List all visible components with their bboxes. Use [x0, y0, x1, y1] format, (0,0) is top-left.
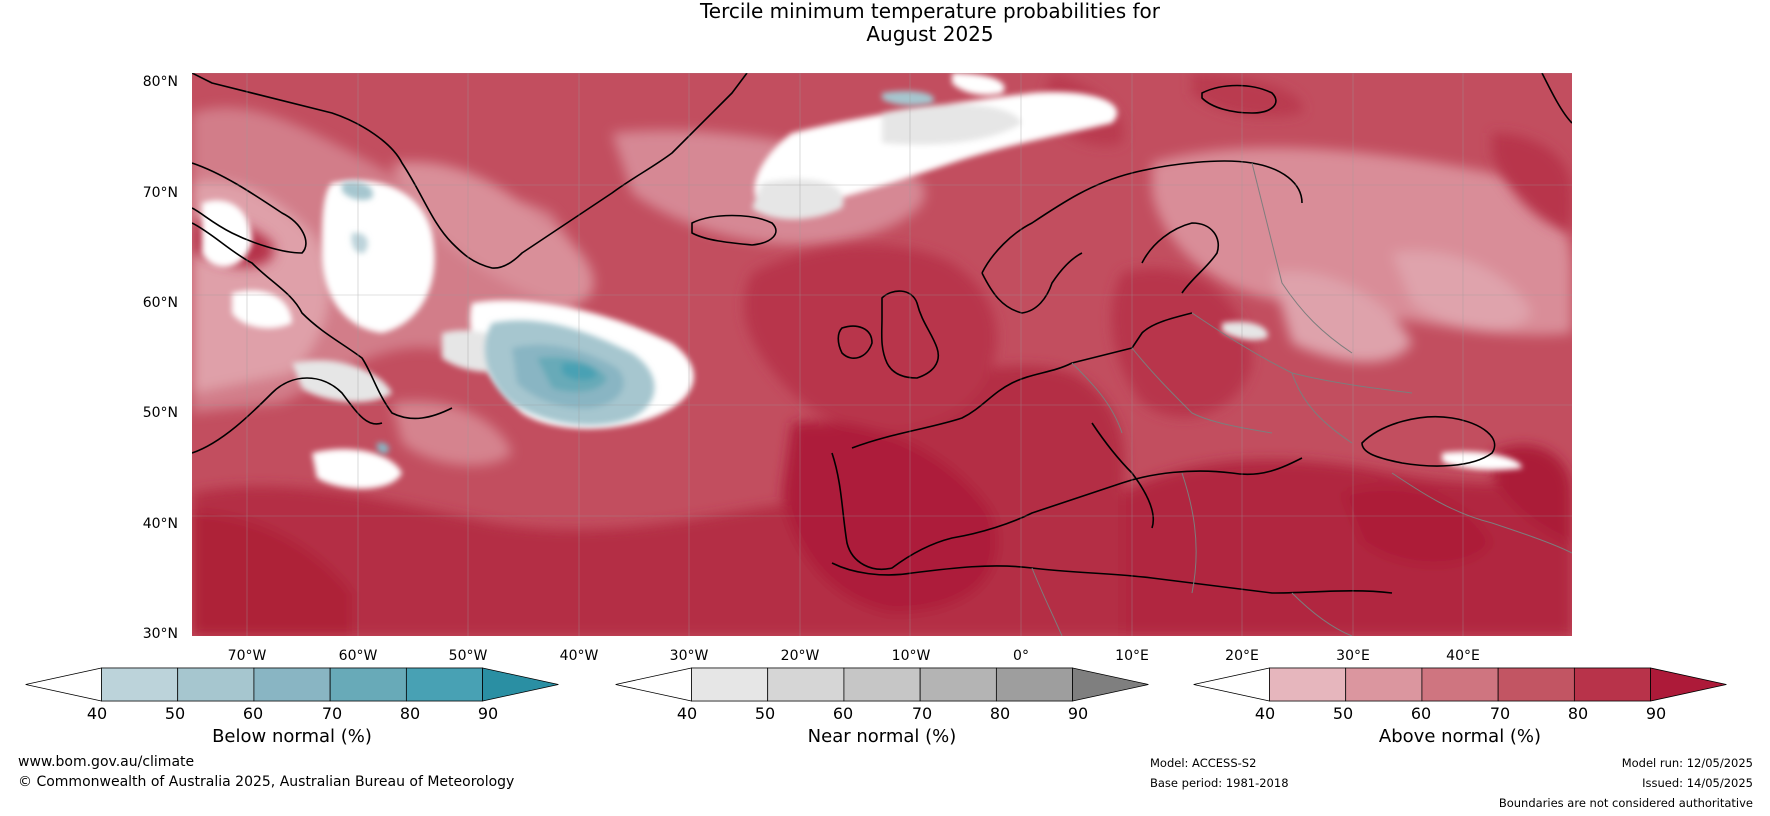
colorbar-near-tick-90: 90: [1067, 704, 1089, 723]
map-canvas: [192, 73, 1572, 636]
colorbar-above-tick-50: 50: [1332, 704, 1354, 723]
colorbar-above-tick-90: 90: [1645, 704, 1667, 723]
colorbar-extend-high: [1072, 667, 1149, 702]
lon-label-10w: 10°W: [891, 648, 931, 664]
footer-base-period: Base period: 1981-2018: [1150, 776, 1289, 790]
footer-model: Model: ACCESS-S2: [1150, 756, 1257, 770]
colorbar-segment-80: [405, 667, 483, 702]
lon-label-60w: 60°W: [338, 648, 378, 664]
colorbar-below-tick-60: 60: [242, 704, 264, 723]
colorbar-segment-40: [101, 667, 179, 702]
colorbar-near-tick-80: 80: [989, 704, 1011, 723]
colorbar-below-tick-50: 50: [164, 704, 186, 723]
colorbar-segment-80: [995, 667, 1073, 702]
footer-issued: Issued: 14/05/2025: [1642, 776, 1753, 790]
colorbar-near-tick-40: 40: [676, 704, 698, 723]
colorbar-above-normal-scale: [1193, 667, 1727, 702]
colorbar-segment-80: [1573, 667, 1651, 702]
chart-title: Tercile minimum temperature probabilitie…: [0, 0, 1770, 46]
colorbar-below-tick-40: 40: [86, 704, 108, 723]
colorbar-near-normal-scale: [615, 667, 1149, 702]
colorbar-extend-low: [1193, 667, 1270, 702]
lat-label-40n: 40°N: [142, 516, 178, 532]
lat-label-60n: 60°N: [142, 295, 178, 311]
probability-map: [192, 73, 1572, 636]
colorbar-extend-high: [1650, 667, 1727, 702]
colorbar-near-tick-70: 70: [911, 704, 933, 723]
chart-title-line2: August 2025: [866, 22, 994, 46]
lon-label-30w: 30°W: [669, 648, 709, 664]
lon-label-10e: 10°E: [1115, 648, 1149, 664]
colorbar-above-tick-80: 80: [1567, 704, 1589, 723]
colorbar-below-normal-scale: [25, 667, 559, 702]
footer-copyright: © Commonwealth of Australia 2025, Austra…: [18, 774, 515, 790]
lon-label-40e: 40°E: [1446, 648, 1480, 664]
lon-label-0: 0°: [1013, 648, 1029, 664]
footer-model-run: Model run: 12/05/2025: [1621, 756, 1753, 770]
colorbar-below-tick-90: 90: [477, 704, 499, 723]
colorbar-segment-50: [177, 667, 255, 702]
colorbar-extend-high: [482, 667, 559, 702]
colorbar-below-title: Below normal (%): [212, 726, 372, 747]
lon-label-70w: 70°W: [227, 648, 267, 664]
colorbar-segment-60: [843, 667, 921, 702]
lon-label-20w: 20°W: [780, 648, 820, 664]
colorbar-segment-50: [767, 667, 845, 702]
lon-label-50w: 50°W: [448, 648, 488, 664]
lat-label-50n: 50°N: [142, 405, 178, 421]
colorbar-segment-40: [691, 667, 769, 702]
colorbar-segment-50: [1345, 667, 1423, 702]
chart-title-line1: Tercile minimum temperature probabilitie…: [699, 0, 1161, 23]
colorbar-below-tick-70: 70: [321, 704, 343, 723]
colorbar-above-tick-40: 40: [1254, 704, 1276, 723]
colorbar-segment-70: [329, 667, 407, 702]
colorbar-segment-60: [253, 667, 331, 702]
country-borders: [1031, 162, 1572, 636]
colorbar-below-tick-80: 80: [399, 704, 421, 723]
lat-label-30n: 30°N: [142, 626, 178, 642]
graticule: [192, 73, 1572, 636]
lon-label-20e: 20°E: [1225, 648, 1259, 664]
colorbar-extend-low: [615, 667, 692, 702]
colorbar-segment-60: [1421, 667, 1499, 702]
footer-website: www.bom.gov.au/climate: [18, 754, 195, 770]
colorbar-above-tick-60: 60: [1410, 704, 1432, 723]
colorbar-above-title: Above normal (%): [1378, 726, 1542, 747]
colorbar-segment-70: [1497, 667, 1575, 702]
lat-label-80n: 80°N: [142, 74, 178, 90]
colorbar-segment-70: [919, 667, 997, 702]
footer-disclaimer: Boundaries are not considered authoritat…: [1498, 796, 1753, 810]
lon-label-40w: 40°W: [559, 648, 599, 664]
colorbar-above-tick-70: 70: [1489, 704, 1511, 723]
colorbar-extend-low: [25, 667, 102, 702]
lon-label-30e: 30°E: [1336, 648, 1370, 664]
lat-label-70n: 70°N: [142, 185, 178, 201]
colorbar-near-tick-60: 60: [832, 704, 854, 723]
colorbar-near-title: Near normal (%): [807, 726, 957, 747]
colorbar-near-tick-50: 50: [754, 704, 776, 723]
colorbar-segment-40: [1269, 667, 1347, 702]
below-normal-areas: [342, 91, 934, 454]
